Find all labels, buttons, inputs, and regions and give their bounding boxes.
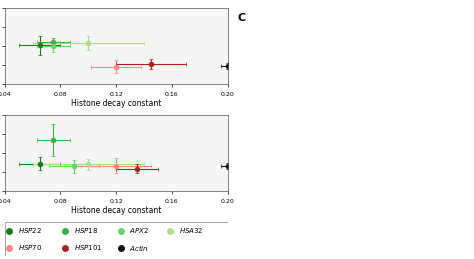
X-axis label: Histone decay constant: Histone decay constant: [71, 99, 161, 108]
Text: $\it{HSP101}$: $\it{HSP101}$: [74, 243, 102, 252]
Text: C: C: [237, 13, 245, 23]
Text: $\it{HSP70}$: $\it{HSP70}$: [18, 243, 43, 252]
X-axis label: Histone decay constant: Histone decay constant: [71, 206, 161, 215]
Text: $\it{HSP22}$: $\it{HSP22}$: [18, 226, 42, 235]
Text: $\it{HSA32}$: $\it{HSA32}$: [179, 226, 203, 235]
Text: $\it{Actin}$: $\it{Actin}$: [129, 243, 149, 253]
Text: $\it{HSP18}$: $\it{HSP18}$: [74, 226, 98, 235]
Text: $\it{APX2}$: $\it{APX2}$: [129, 226, 149, 235]
